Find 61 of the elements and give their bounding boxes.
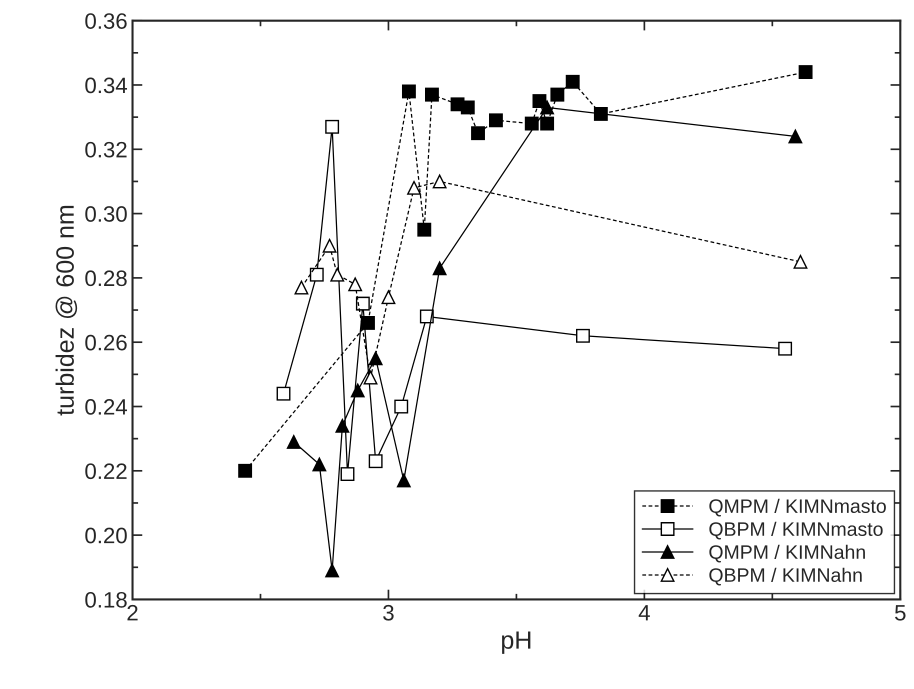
point	[238, 464, 252, 478]
point	[432, 174, 447, 188]
point	[310, 268, 324, 282]
point	[532, 94, 546, 108]
point	[540, 116, 554, 131]
point	[276, 386, 290, 401]
point	[402, 84, 416, 98]
legend-label: QMPM / KIMNmasto	[709, 498, 886, 516]
point	[330, 268, 344, 282]
point	[794, 254, 808, 269]
x-axis-title: pH	[502, 631, 530, 654]
y-tick-label: 0.26	[85, 334, 127, 350]
point	[432, 261, 447, 276]
point	[798, 65, 813, 80]
point	[488, 113, 503, 128]
point	[460, 100, 475, 114]
y-tick-label: 0.34	[85, 78, 128, 94]
y-tick-label: 0.18	[85, 592, 127, 608]
point	[312, 457, 326, 472]
point	[348, 277, 362, 292]
legend-label: QMPM / KIMNahn	[709, 544, 865, 562]
point	[788, 129, 802, 144]
y-tick-label: 0.28	[85, 270, 127, 286]
y-tick-label: 0.32	[85, 142, 127, 158]
x-tick-label: 3	[383, 604, 394, 621]
point	[396, 474, 411, 488]
y-axis-title: turbidez @ 600 nm	[56, 206, 78, 416]
point	[425, 88, 439, 102]
point	[340, 467, 354, 481]
y-tick-label: 0.20	[85, 528, 127, 544]
point	[335, 418, 350, 433]
point	[394, 400, 408, 414]
point	[778, 342, 792, 356]
point	[594, 106, 608, 121]
y-tick-label: 0.30	[85, 206, 127, 222]
legend-label: QBPM / KIMNahn	[709, 568, 862, 586]
point	[566, 74, 580, 89]
point	[325, 120, 340, 134]
point	[417, 222, 432, 237]
point	[576, 328, 590, 343]
y-tick-label: 0.22	[85, 463, 127, 480]
point	[350, 383, 365, 398]
y-tick-label: 0.36	[85, 13, 127, 29]
y-tick-label: 0.24	[85, 399, 128, 415]
point	[325, 564, 340, 578]
point	[382, 290, 396, 304]
point	[540, 100, 554, 114]
x-tick-label: 5	[895, 605, 906, 621]
point	[286, 434, 301, 449]
point	[364, 370, 378, 385]
legend-label: QBPM / KIMNmasto	[709, 522, 883, 540]
x-tick-label: 2	[127, 604, 138, 620]
point	[550, 88, 564, 102]
point	[407, 180, 421, 195]
point	[471, 126, 485, 140]
point	[524, 116, 539, 131]
point	[356, 296, 370, 311]
point	[294, 280, 308, 294]
point	[322, 238, 337, 253]
x-tick-label: 4	[638, 605, 650, 620]
point	[368, 454, 383, 468]
